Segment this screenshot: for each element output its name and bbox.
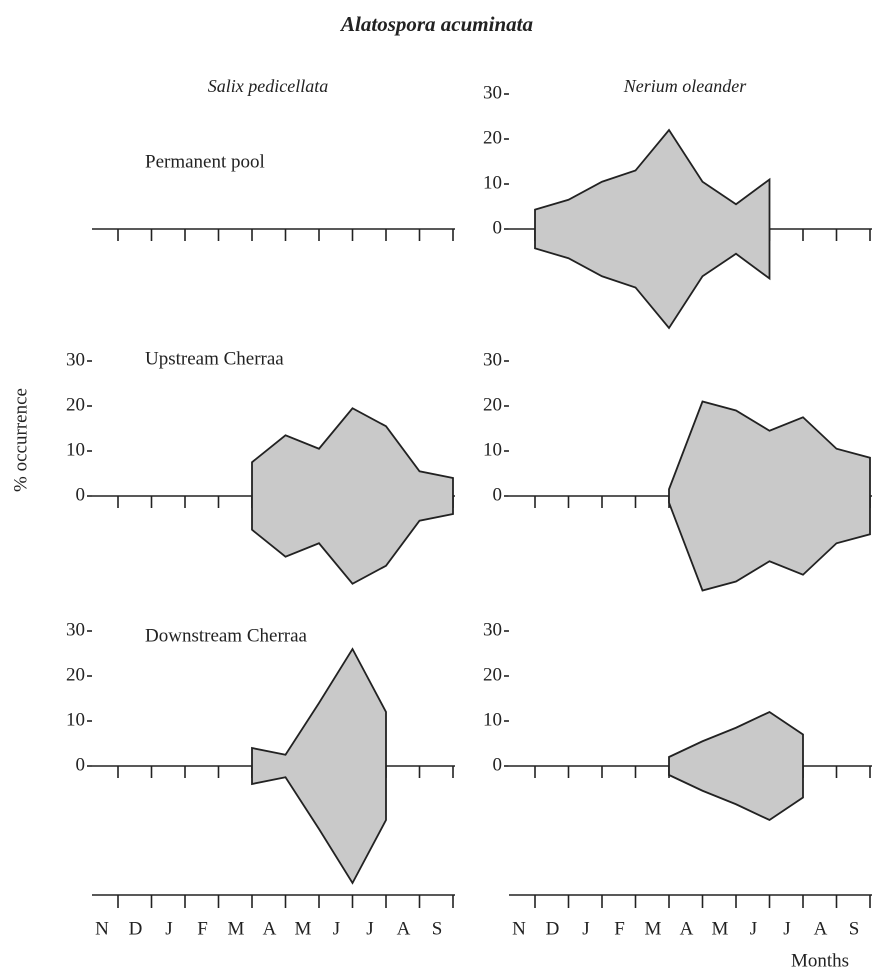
x-tick-label: N — [512, 918, 526, 939]
x-tick-label: F — [614, 918, 625, 939]
x-tick-label: N — [95, 918, 109, 939]
y-tick-label: 10 — [483, 439, 502, 460]
y-tick-label: 10 — [66, 439, 85, 460]
y-tick-label: 20 — [483, 664, 502, 685]
y-tick-label: 30 — [483, 619, 502, 640]
x-tick-label: J — [582, 918, 589, 939]
y-tick-label: 10 — [483, 172, 502, 193]
y-tick-label: 20 — [66, 664, 85, 685]
x-tick-label: J — [783, 918, 790, 939]
kite — [251, 647, 387, 885]
y-tick-label: 0 — [493, 217, 503, 238]
x-tick-label: A — [263, 918, 277, 939]
column-header: Salix pedicellata — [208, 76, 328, 96]
x-tick-label: J — [333, 918, 340, 939]
x-tick-label: J — [165, 918, 172, 939]
x-tick-label: D — [546, 918, 560, 939]
x-axis-label: Months — [791, 950, 849, 971]
kite — [251, 407, 454, 585]
y-tick-label: 20 — [483, 394, 502, 415]
x-tick-label: J — [750, 918, 757, 939]
x-tick-label: D — [129, 918, 143, 939]
x-tick-label: M — [712, 918, 729, 939]
chart-title: Alatospora acuminata — [339, 12, 533, 36]
y-tick-label: 0 — [493, 484, 503, 505]
y-tick-label: 10 — [483, 709, 502, 730]
row-label: Upstream Cherraa — [145, 348, 284, 369]
kite — [668, 400, 871, 592]
row-label: Downstream Cherraa — [145, 625, 308, 646]
x-tick-label: M — [645, 918, 662, 939]
y-tick-label: 30 — [66, 349, 85, 370]
x-tick-label: M — [228, 918, 245, 939]
y-axis-label: % occurrence — [10, 388, 31, 492]
y-tick-label: 30 — [483, 82, 502, 103]
x-tick-label: J — [366, 918, 373, 939]
x-tick-label: M — [295, 918, 312, 939]
y-tick-label: 30 — [483, 349, 502, 370]
x-tick-label: S — [849, 918, 860, 939]
kite — [534, 128, 771, 330]
kite — [668, 710, 804, 822]
y-tick-label: 30 — [66, 619, 85, 640]
row-label: Permanent pool — [145, 151, 265, 172]
y-tick-label: 0 — [76, 754, 86, 775]
x-tick-label: F — [197, 918, 208, 939]
column-header: Nerium oleander — [623, 76, 747, 96]
y-tick-label: 20 — [66, 394, 85, 415]
y-tick-label: 0 — [493, 754, 503, 775]
y-tick-label: 20 — [483, 127, 502, 148]
y-tick-label: 10 — [66, 709, 85, 730]
x-tick-label: A — [397, 918, 411, 939]
x-tick-label: A — [680, 918, 694, 939]
x-tick-label: A — [814, 918, 828, 939]
x-tick-label: S — [432, 918, 443, 939]
y-tick-label: 0 — [76, 484, 86, 505]
